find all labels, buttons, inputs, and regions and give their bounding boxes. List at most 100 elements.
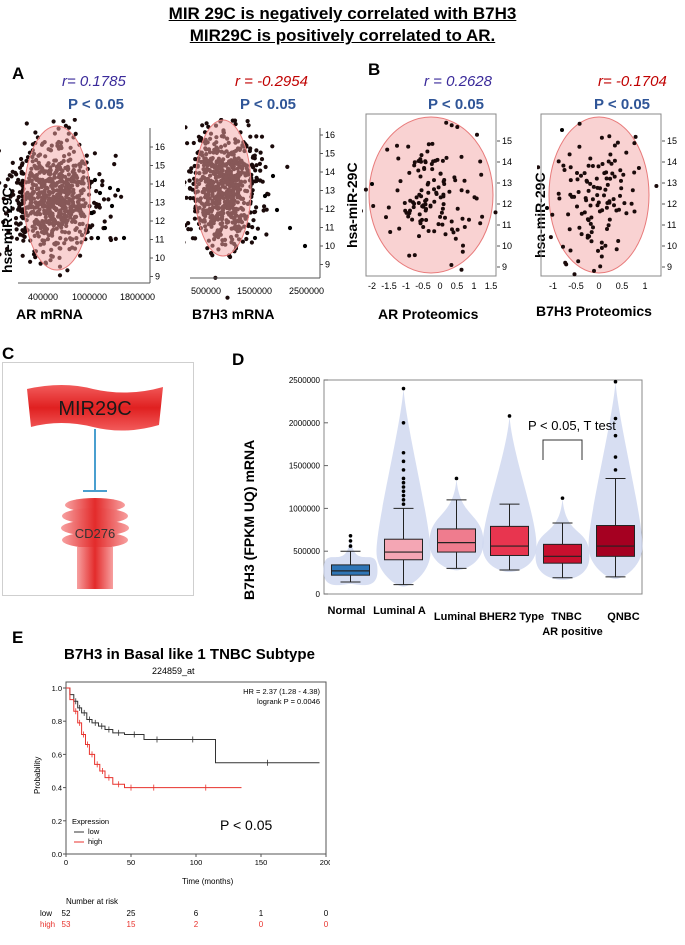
panel-a1-point bbox=[3, 211, 9, 216]
panel-b1-xtick-5: 0.5 bbox=[451, 281, 464, 291]
panel-d-ytick-0: 0 bbox=[316, 590, 321, 599]
panel-b2-point bbox=[568, 165, 573, 170]
panel-a2-ytick-2: 14 bbox=[325, 167, 335, 177]
panel-b1-point bbox=[430, 167, 435, 172]
panel-a1-point bbox=[84, 153, 89, 158]
panel-b1-ytick-3: 12 bbox=[502, 199, 512, 209]
panel-a2-point bbox=[261, 208, 266, 213]
panel-d-box-1 bbox=[384, 538, 423, 561]
panel-b2-points bbox=[537, 121, 659, 277]
panel-b2-point bbox=[599, 240, 604, 245]
panel-a2-point bbox=[225, 295, 230, 300]
panel-b1-r-value: r = 0.2628 bbox=[424, 73, 492, 90]
panel-a1-point bbox=[10, 160, 15, 165]
panel-a1-point bbox=[16, 177, 21, 182]
panel-a2-point bbox=[187, 178, 192, 183]
panel-b1-point bbox=[450, 227, 454, 232]
panel-b2-point bbox=[636, 166, 641, 170]
panel-a1-point bbox=[18, 221, 23, 226]
panel-a1-point bbox=[66, 125, 72, 130]
panel-b2-point bbox=[590, 197, 595, 202]
panel-b1-point bbox=[440, 158, 445, 163]
panel-b2-point bbox=[624, 211, 629, 216]
panel-d-annotation: P < 0.05, T test bbox=[528, 418, 616, 433]
panel-b2-point bbox=[572, 194, 577, 199]
panel-d-ylabel: B7H3 (FPKM UQ) mRNA bbox=[241, 440, 257, 600]
panel-a2-point bbox=[264, 232, 269, 237]
panel-a2-point bbox=[255, 177, 260, 182]
panel-a2-point bbox=[191, 196, 196, 201]
panel-b2-frame bbox=[540, 113, 662, 277]
mir29c-label: MIR29C bbox=[58, 398, 131, 420]
panel-c-box: MIR29C CD276 bbox=[2, 362, 194, 596]
panel-b1-point bbox=[459, 188, 464, 193]
panel-b2-point bbox=[654, 184, 659, 188]
panel-b1-point bbox=[441, 202, 446, 207]
panel-e-ytick-2: 0.4 bbox=[52, 784, 62, 793]
panel-e-legend-high: high bbox=[88, 837, 102, 846]
panel-a1-point bbox=[108, 236, 113, 241]
panel-a1-point bbox=[92, 151, 97, 156]
panel-b2-ytick-3: 12 bbox=[667, 199, 677, 209]
panel-a1-point bbox=[14, 227, 19, 232]
panel-b2-point bbox=[621, 172, 626, 177]
panel-e-xtick-0: 0 bbox=[64, 858, 68, 867]
panel-b1-point bbox=[460, 249, 465, 254]
panel-b2-point bbox=[577, 144, 582, 149]
panel-a2-point bbox=[262, 193, 268, 199]
panel-b2-point bbox=[591, 225, 595, 230]
panel-d-box-5 bbox=[596, 525, 635, 557]
panel-b2-point bbox=[607, 199, 612, 204]
panel-b2-point bbox=[582, 210, 587, 215]
panel-b2-p-value: P < 0.05 bbox=[594, 96, 651, 113]
panel-a2-xlabel: B7H3 mRNA bbox=[192, 306, 275, 322]
panel-a2-ellipse bbox=[194, 119, 252, 257]
panel-d-boxplot: B7H3 (FPKM UQ) mRNA 0 500000 1000000 150000… bbox=[241, 376, 643, 638]
panel-a1-point bbox=[73, 131, 78, 136]
panel-b2-point bbox=[568, 192, 573, 197]
panel-a1-ytick-3: 13 bbox=[155, 198, 165, 208]
panel-b-letter: B bbox=[368, 60, 381, 79]
panel-d-outlier-1-5 bbox=[401, 480, 406, 485]
panel-a2-point bbox=[254, 148, 259, 153]
panel-a2-point bbox=[255, 226, 260, 231]
panel-b2-point bbox=[562, 168, 567, 172]
panel-a1-point bbox=[1, 196, 6, 201]
panel-b2-ytick-5: 10 bbox=[667, 241, 677, 251]
panel-a1-point bbox=[92, 200, 97, 205]
panel-d-xlabel-4: TNBC bbox=[551, 611, 582, 623]
panel-b1-point bbox=[451, 230, 456, 235]
panel-b1-point bbox=[432, 187, 436, 192]
panel-b2-point bbox=[556, 191, 561, 196]
panel-b1-point bbox=[447, 189, 452, 194]
figure-title-line1: MIR 29C is negatively correlated with B7… bbox=[168, 4, 517, 23]
panel-a2-point bbox=[302, 243, 308, 249]
panel-b2-point bbox=[612, 158, 617, 163]
panel-b1-point bbox=[417, 212, 422, 217]
panel-a1-point bbox=[113, 236, 118, 241]
panel-b1-point bbox=[440, 222, 445, 227]
panel-b1-point bbox=[388, 230, 393, 234]
panel-b2-point bbox=[588, 156, 593, 161]
panel-d-box-2 bbox=[437, 528, 476, 553]
panel-b1-point bbox=[434, 192, 439, 196]
panel-d-box-0 bbox=[331, 564, 370, 576]
panel-b1-point bbox=[443, 232, 448, 237]
panel-b1-point bbox=[432, 178, 436, 183]
panel-a1-point bbox=[97, 190, 103, 196]
panel-e-curve-low bbox=[66, 687, 320, 764]
panel-a1-r-value: r= 0.1785 bbox=[62, 73, 126, 90]
panel-b1-point bbox=[440, 206, 445, 211]
panel-d-ytick-5: 2500000 bbox=[289, 376, 321, 385]
panel-b1-point bbox=[449, 219, 454, 224]
panel-b2-point bbox=[590, 164, 595, 168]
panel-b2-point bbox=[595, 203, 600, 208]
panel-d-outlier-1-4 bbox=[401, 485, 406, 489]
panel-a1-point bbox=[20, 253, 25, 258]
panel-b2-point bbox=[615, 140, 620, 145]
panel-b1-point bbox=[395, 143, 399, 148]
panel-a1-ytick-0: 16 bbox=[155, 142, 165, 152]
panel-e-logrank: logrank P = 0.0046 bbox=[257, 697, 320, 706]
panel-a2-point bbox=[210, 253, 215, 258]
panel-a1-point bbox=[65, 268, 70, 273]
